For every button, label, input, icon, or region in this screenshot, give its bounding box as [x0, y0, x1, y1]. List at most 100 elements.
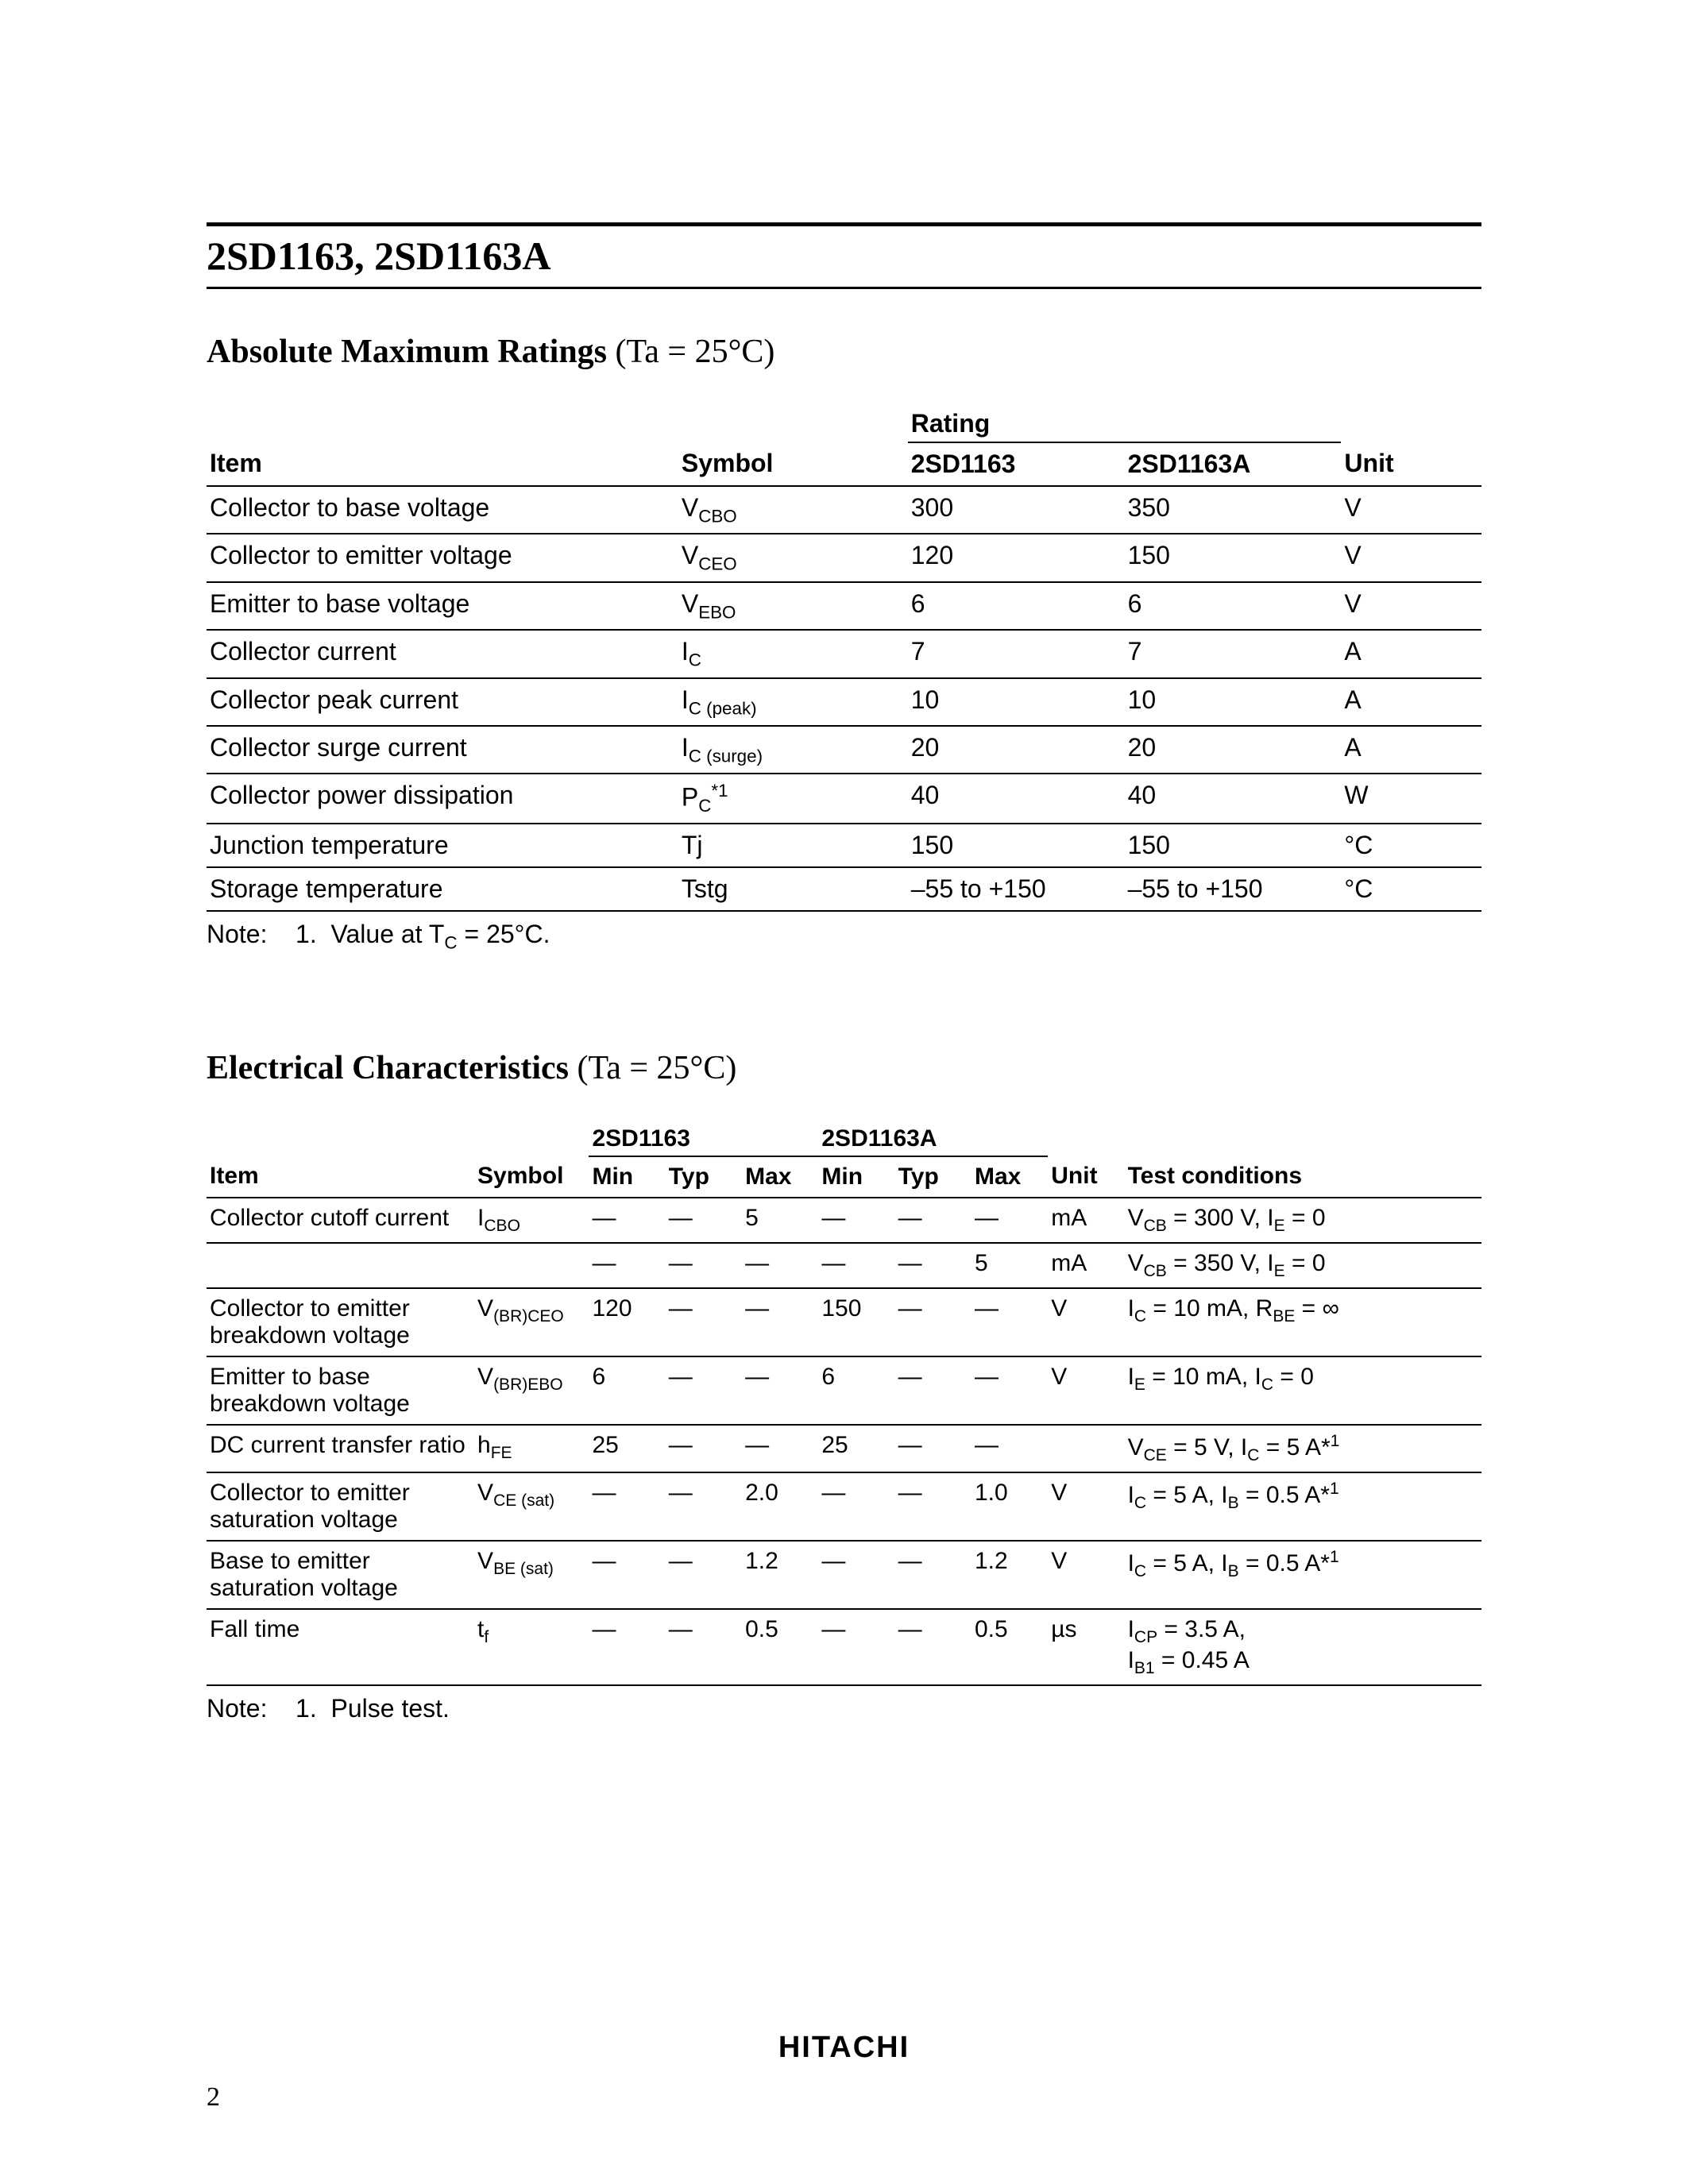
cell-p2: 20: [1125, 726, 1342, 774]
elec-group-p1: 2SD1163: [589, 1119, 818, 1156]
cell-p2: 350: [1125, 486, 1342, 534]
note-post: = 25°C.: [458, 920, 550, 948]
cell-unit: V: [1048, 1288, 1124, 1356]
table-row: Collector to base voltageVCBO300350V: [207, 486, 1481, 534]
cell-unit: mA: [1048, 1198, 1124, 1243]
elec-table: 2SD1163 2SD1163A Item Symbol Min Typ Max…: [207, 1119, 1481, 1686]
cell-unit: V: [1048, 1472, 1124, 1541]
cell-cond: VCB = 300 V, IE = 0: [1125, 1198, 1481, 1243]
cell-p1: 150: [908, 824, 1125, 867]
cell-typ1: —: [666, 1243, 742, 1288]
cell-typ1: —: [666, 1609, 742, 1685]
cell-min1: 120: [589, 1288, 665, 1356]
table-row: Collector to emittersaturation voltageVC…: [207, 1472, 1481, 1541]
cell-max1: —: [742, 1243, 818, 1288]
table-row: —————5mAVCB = 350 V, IE = 0: [207, 1243, 1481, 1288]
col-unit: Unit: [1048, 1156, 1124, 1198]
cell-min2: 25: [818, 1425, 894, 1472]
cell-cond: ICP = 3.5 A,IB1 = 0.45 A: [1125, 1609, 1481, 1685]
cell-typ1: —: [666, 1425, 742, 1472]
cell-p1: 120: [908, 534, 1125, 581]
cell-symbol: Tstg: [678, 867, 908, 911]
cell-unit: A: [1341, 630, 1481, 677]
part-header: 2SD1163, 2SD1163A: [207, 222, 1481, 289]
footer-brand: HITACHI: [0, 2031, 1688, 2065]
cell-item: DC current transfer ratio: [207, 1425, 474, 1472]
elec-col-header: Item Symbol Min Typ Max Min Typ Max Unit…: [207, 1156, 1481, 1198]
cell-item: Base to emittersaturation voltage: [207, 1541, 474, 1609]
cell-symbol: VBE (sat): [474, 1541, 589, 1609]
table-row: Fall timetf——0.5——0.5µsICP = 3.5 A,IB1 =…: [207, 1609, 1481, 1685]
cell-p2: 150: [1125, 824, 1342, 867]
cell-item: Emitter to basebreakdown voltage: [207, 1356, 474, 1425]
col-typ2: Typ: [895, 1156, 971, 1198]
elec-group-p2: 2SD1163A: [818, 1119, 1048, 1156]
cell-unit: V: [1341, 534, 1481, 581]
cell-min2: —: [818, 1243, 894, 1288]
table-row: Collector to emitterbreakdown voltageV(B…: [207, 1288, 1481, 1356]
table-row: Collector peak currentIC (peak)1010A: [207, 678, 1481, 726]
cell-item: Collector current: [207, 630, 678, 677]
cell-symbol: VCBO: [678, 486, 908, 534]
cell-symbol: V(BR)EBO: [474, 1356, 589, 1425]
cell-symbol: Tj: [678, 824, 908, 867]
note-pre: Value at T: [331, 920, 445, 948]
elec-group-header: 2SD1163 2SD1163A: [207, 1119, 1481, 1156]
elec-title-plain: (Ta = 25°C): [577, 1050, 736, 1086]
cell-symbol: ICBO: [474, 1198, 589, 1243]
abs-max-title: Absolute Maximum Ratings (Ta = 25°C): [207, 333, 1481, 371]
cell-max1: —: [742, 1425, 818, 1472]
cell-max1: 0.5: [742, 1609, 818, 1685]
cell-symbol: [474, 1243, 589, 1288]
cell-unit: V: [1341, 486, 1481, 534]
cell-unit: V: [1048, 1541, 1124, 1609]
cell-p2: 40: [1125, 774, 1342, 824]
cell-max2: —: [971, 1425, 1048, 1472]
col-unit: Unit: [1341, 442, 1481, 486]
table-row: Storage temperatureTstg–55 to +150–55 to…: [207, 867, 1481, 911]
table-row: Junction temperatureTj150150°C: [207, 824, 1481, 867]
col-cond: Test conditions: [1125, 1156, 1481, 1198]
cell-max1: —: [742, 1288, 818, 1356]
table-row: Collector cutoff currentICBO——5———mAVCB …: [207, 1198, 1481, 1243]
cell-cond: IE = 10 mA, IC = 0: [1125, 1356, 1481, 1425]
cell-max2: 1.0: [971, 1472, 1048, 1541]
cell-p1: 300: [908, 486, 1125, 534]
cell-max2: 1.2: [971, 1541, 1048, 1609]
abs-max-col-header: Item Symbol 2SD1163 2SD1163A Unit: [207, 442, 1481, 486]
col-min2: Min: [818, 1156, 894, 1198]
cell-unit: A: [1341, 678, 1481, 726]
cell-unit: °C: [1341, 824, 1481, 867]
cell-cond: VCE = 5 V, IC = 5 A*1: [1125, 1425, 1481, 1472]
cell-cond: IC = 5 A, IB = 0.5 A*1: [1125, 1541, 1481, 1609]
cell-typ1: —: [666, 1541, 742, 1609]
cell-max2: —: [971, 1356, 1048, 1425]
cell-symbol: PC*1: [678, 774, 908, 824]
cell-item: Fall time: [207, 1609, 474, 1685]
note-num: 1.: [295, 920, 317, 948]
cell-typ2: —: [895, 1609, 971, 1685]
cell-p2: 7: [1125, 630, 1342, 677]
cell-max1: 1.2: [742, 1541, 818, 1609]
cell-unit: µs: [1048, 1609, 1124, 1685]
cell-item: Collector to emittersaturation voltage: [207, 1472, 474, 1541]
cell-symbol: IC (peak): [678, 678, 908, 726]
cell-p2: 6: [1125, 582, 1342, 630]
abs-max-note: Note: 1. Value at TC = 25°C.: [207, 920, 1481, 953]
cell-min1: —: [589, 1609, 665, 1685]
cell-cond: IC = 10 mA, RBE = ∞: [1125, 1288, 1481, 1356]
col-max2: Max: [971, 1156, 1048, 1198]
cell-symbol: VEBO: [678, 582, 908, 630]
cell-item: Collector to emitter voltage: [207, 534, 678, 581]
cell-p2: –55 to +150: [1125, 867, 1342, 911]
cell-min2: —: [818, 1472, 894, 1541]
elec-title: Electrical Characteristics (Ta = 25°C): [207, 1049, 1481, 1087]
cell-typ1: —: [666, 1288, 742, 1356]
cell-typ2: —: [895, 1288, 971, 1356]
cell-item: Junction temperature: [207, 824, 678, 867]
col-symbol: Symbol: [678, 442, 908, 486]
cell-cond: IC = 5 A, IB = 0.5 A*1: [1125, 1472, 1481, 1541]
cell-item: Collector surge current: [207, 726, 678, 774]
cell-max2: 0.5: [971, 1609, 1048, 1685]
cell-max1: —: [742, 1356, 818, 1425]
